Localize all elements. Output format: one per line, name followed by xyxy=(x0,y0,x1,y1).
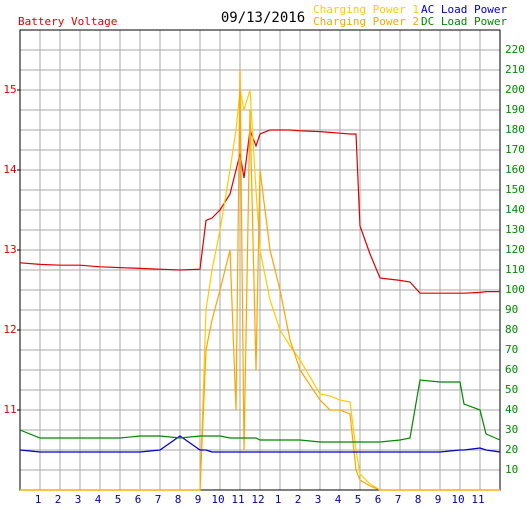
series-line xyxy=(20,69,500,491)
plot-frame xyxy=(19,29,501,491)
x-tick-label: 11 xyxy=(471,493,484,506)
y2-tick-label: 30 xyxy=(505,423,518,436)
y2-tick-label: 170 xyxy=(505,143,525,156)
legend-entry: Charging Power 2 xyxy=(313,15,419,28)
y2-tick-label: 130 xyxy=(505,223,525,236)
y2-tick-label: 180 xyxy=(505,123,525,136)
y2-tick-label: 190 xyxy=(505,103,525,116)
y2-tick-label: 140 xyxy=(505,203,525,216)
y2-tick-label: 40 xyxy=(505,403,518,416)
y2-tick-label: 70 xyxy=(505,343,518,356)
y2-tick-label: 150 xyxy=(505,183,525,196)
x-tick-label: 1 xyxy=(275,493,282,506)
x-tick-label: 12 xyxy=(251,493,264,506)
x-tick-label: 6 xyxy=(135,493,142,506)
y2-tick-label: 10 xyxy=(505,463,518,476)
x-tick-label: 3 xyxy=(315,493,322,506)
x-tick-label: 2 xyxy=(55,493,62,506)
x-tick-label: 9 xyxy=(195,493,202,506)
x-tick-label: 5 xyxy=(355,493,362,506)
x-tick-label: 9 xyxy=(435,493,442,506)
x-tick-label: 1 xyxy=(35,493,42,506)
y2-tick-label: 50 xyxy=(505,383,518,396)
x-tick-label: 6 xyxy=(375,493,382,506)
y2-tick-label: 60 xyxy=(505,363,518,376)
legend-entry: AC Load Power xyxy=(421,3,507,16)
x-tick-label: 2 xyxy=(295,493,302,506)
y-tick-label: 14 xyxy=(3,163,17,176)
legend-entry: DC Load Power xyxy=(421,15,507,28)
x-tick-label: 10 xyxy=(451,493,464,506)
series-line xyxy=(19,129,500,294)
series-line xyxy=(19,435,501,453)
x-tick-label: 3 xyxy=(75,493,82,506)
legend-entry: Charging Power 1 xyxy=(313,3,419,16)
x-tick-label: 8 xyxy=(175,493,182,506)
x-tick-label: 4 xyxy=(95,493,102,506)
x-tick-label: 4 xyxy=(335,493,342,506)
x-tick-label: 8 xyxy=(415,493,422,506)
y2-tick-label: 20 xyxy=(505,443,518,456)
y2-tick-label: 90 xyxy=(505,303,518,316)
y2-tick-label: 120 xyxy=(505,243,525,256)
x-tick-label: 10 xyxy=(211,493,224,506)
chart-title: 09/13/2016 xyxy=(221,10,305,26)
y-tick-label: 13 xyxy=(3,243,16,256)
y-tick-label: 12 xyxy=(3,323,16,336)
x-tick-label: 11 xyxy=(231,493,244,506)
x-tick-label: 7 xyxy=(155,493,162,506)
y2-tick-label: 160 xyxy=(505,163,525,176)
y2-tick-label: 220 xyxy=(505,43,525,56)
y2-tick-label: 210 xyxy=(505,63,525,76)
y-tick-label: 11 xyxy=(3,403,16,416)
y-tick-label: 15 xyxy=(3,83,16,96)
y2-tick-label: 110 xyxy=(505,263,525,276)
y2-tick-label: 80 xyxy=(505,323,518,336)
x-tick-label: 5 xyxy=(115,493,122,506)
legend-entry: Battery Voltage xyxy=(18,15,117,28)
y2-tick-label: 200 xyxy=(505,83,525,96)
series-line xyxy=(19,379,501,443)
x-tick-label: 7 xyxy=(395,493,402,506)
y2-tick-label: 100 xyxy=(505,283,525,296)
